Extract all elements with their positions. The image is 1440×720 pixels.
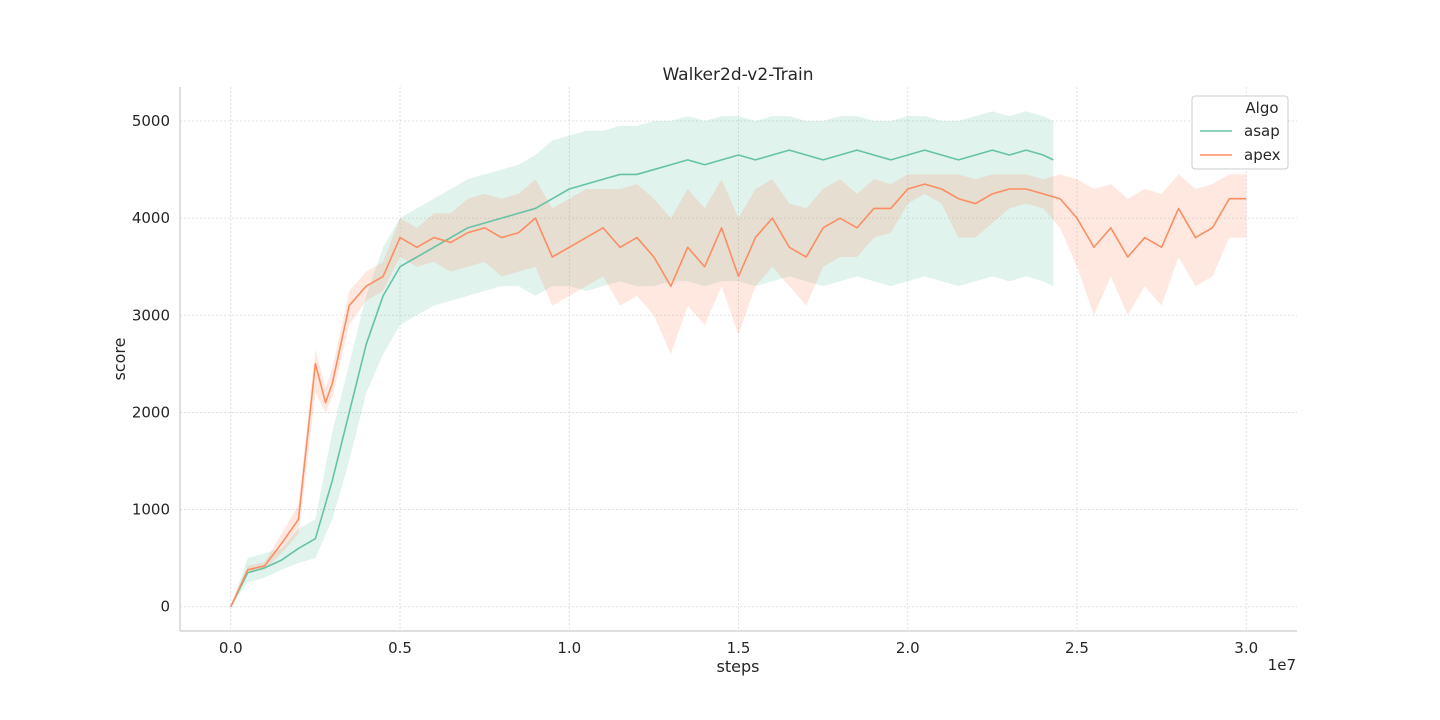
x-tick-label: 1.5 <box>727 639 751 657</box>
x-tick-label: 0.0 <box>219 639 243 657</box>
x-axis-label: steps <box>717 657 760 676</box>
y-tick-label: 2000 <box>132 403 170 421</box>
chart-title: Walker2d-v2-Train <box>662 65 813 85</box>
x-tick-label: 3.0 <box>1234 639 1258 657</box>
band-apex <box>230 174 1247 607</box>
line-asap <box>230 149 1054 608</box>
x-tick-label: 0.5 <box>388 639 412 657</box>
confidence-bands <box>230 111 1247 607</box>
legend-title: Algo <box>1245 99 1278 117</box>
legend-box <box>1191 95 1289 170</box>
legend: Algo asap apex <box>1191 95 1289 170</box>
line-apex <box>230 183 1247 608</box>
legend-label-apex: apex <box>1244 146 1281 164</box>
x-tick-labels: 0.0 0.5 1.0 1.5 2.0 2.5 3.0 <box>219 639 1258 657</box>
x-tick-label: 2.5 <box>1065 639 1089 657</box>
y-tick-label: 5000 <box>132 112 170 130</box>
x-tick-label: 1.0 <box>557 639 581 657</box>
y-tick-label: 4000 <box>132 209 170 227</box>
y-axis-label: score <box>110 338 129 381</box>
x-tick-label: 2.0 <box>896 639 920 657</box>
y-tick-label: 1000 <box>132 501 170 519</box>
y-tick-labels: 0 1000 2000 3000 4000 5000 <box>132 112 170 616</box>
band-asap <box>230 111 1054 607</box>
y-tick-label: 0 <box>160 598 170 616</box>
series-lines <box>230 149 1247 608</box>
legend-label-asap: asap <box>1244 122 1280 140</box>
grid <box>180 87 1297 631</box>
x-offset-label: 1e7 <box>1268 656 1296 674</box>
y-tick-label: 3000 <box>132 306 170 324</box>
